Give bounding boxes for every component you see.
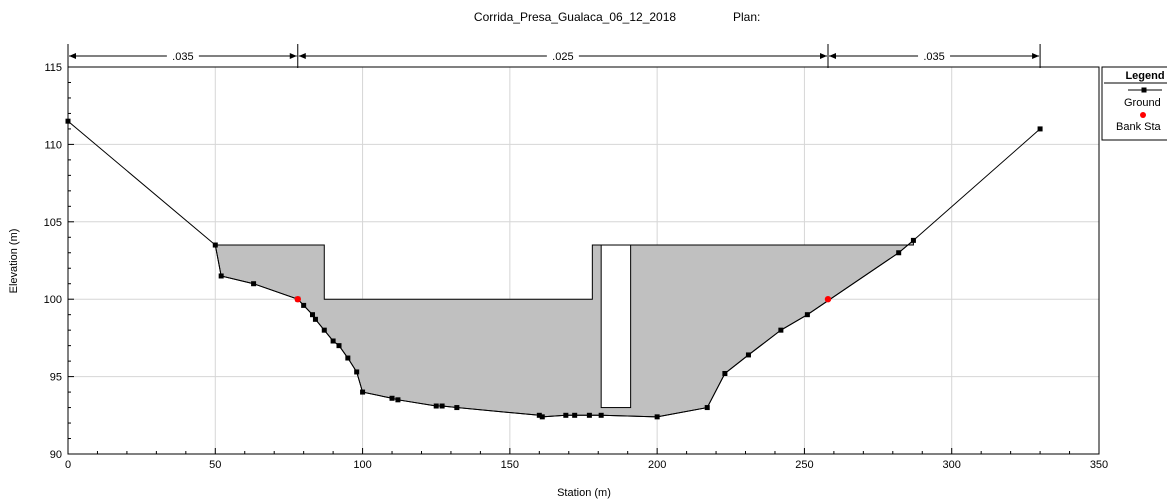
ground-point	[321, 327, 327, 333]
y-tick-label: 90	[50, 449, 62, 461]
ground-point	[536, 412, 542, 418]
legend-title: Legend	[1125, 70, 1164, 82]
ground-point	[454, 405, 460, 411]
manning-arrowhead	[819, 53, 827, 59]
ground-point	[539, 414, 545, 420]
ground-point	[1037, 126, 1043, 132]
manning-n-label: .025	[552, 51, 573, 63]
ineffective-flow-area	[214, 239, 914, 418]
ground-point	[330, 338, 336, 344]
legend-ground-marker	[1141, 87, 1147, 93]
ground-point	[212, 242, 218, 248]
ground-point	[745, 352, 751, 358]
x-tick-label: 100	[353, 459, 371, 471]
bank-station-series	[294, 296, 832, 303]
pier-opening	[600, 244, 632, 409]
ground-line	[67, 120, 1041, 418]
x-tick-label: 350	[1090, 459, 1108, 471]
ground-point	[654, 414, 660, 420]
x-tick-label: 0	[65, 459, 71, 471]
chart-title: Corrida_Presa_Gualaca_06_12_2018	[474, 10, 676, 24]
blocked-obstruction-area	[214, 239, 914, 418]
ground-point	[704, 405, 710, 411]
ground-point	[345, 355, 351, 361]
ground-point	[251, 281, 257, 287]
x-tick-label: 300	[943, 459, 961, 471]
x-tick-label: 250	[795, 459, 813, 471]
y-tick-label: 105	[44, 217, 62, 229]
manning-n-label: .035	[923, 51, 944, 63]
ground-point	[218, 273, 224, 279]
y-tick-label: 95	[50, 372, 62, 384]
x-tick-label: 200	[648, 459, 666, 471]
bank-station-point	[824, 296, 832, 303]
ground-point	[312, 316, 318, 322]
y-tick-label: 115	[44, 62, 62, 74]
x-axis-label: Station (m)	[557, 487, 611, 499]
manning-arrowhead	[1032, 53, 1040, 59]
axes: 0 50 100 150 200 250 300 350 90 95 100 105 110 115	[44, 62, 1109, 471]
legend-bank-marker	[1140, 112, 1146, 118]
ground-point	[563, 412, 569, 418]
y-axis-label: Elevation (m)	[8, 229, 20, 294]
ground-point	[360, 389, 366, 395]
manning-n-bar: .035 .025 .035	[67, 44, 1041, 68]
ground-point	[598, 412, 604, 418]
ground-point	[336, 343, 342, 349]
x-tick-label: 50	[209, 459, 221, 471]
manning-arrowhead	[69, 53, 76, 59]
ground-point	[778, 327, 784, 333]
ground-point	[354, 369, 360, 375]
ground-point	[910, 237, 916, 243]
ground-point	[395, 397, 401, 403]
ground-point	[722, 371, 728, 377]
legend: Legend Ground Bank Sta	[1101, 66, 1167, 141]
manning-n-label: .035	[172, 51, 193, 63]
legend-bank-label: Bank Sta	[1116, 121, 1162, 133]
manning-arrowhead	[298, 53, 306, 59]
ground-point	[433, 403, 439, 409]
plan-label: Plan:	[733, 10, 760, 24]
ground-point	[586, 412, 592, 418]
ground-point	[301, 302, 307, 308]
legend-ground-label: Ground	[1124, 97, 1161, 109]
ground-point	[896, 250, 902, 256]
plot-frame	[67, 66, 1100, 455]
x-tick-label: 150	[501, 459, 519, 471]
bank-station-point	[294, 296, 301, 303]
y-tick-label: 110	[44, 139, 62, 151]
manning-arrowhead	[289, 53, 297, 59]
ground-point	[439, 403, 445, 409]
ground-point	[389, 395, 395, 401]
ground-point	[572, 412, 578, 418]
ground-point	[309, 312, 315, 318]
legend-box	[1101, 66, 1167, 141]
y-tick-label: 100	[44, 294, 62, 306]
ground-point	[804, 312, 810, 318]
manning-arrowhead	[828, 53, 836, 59]
